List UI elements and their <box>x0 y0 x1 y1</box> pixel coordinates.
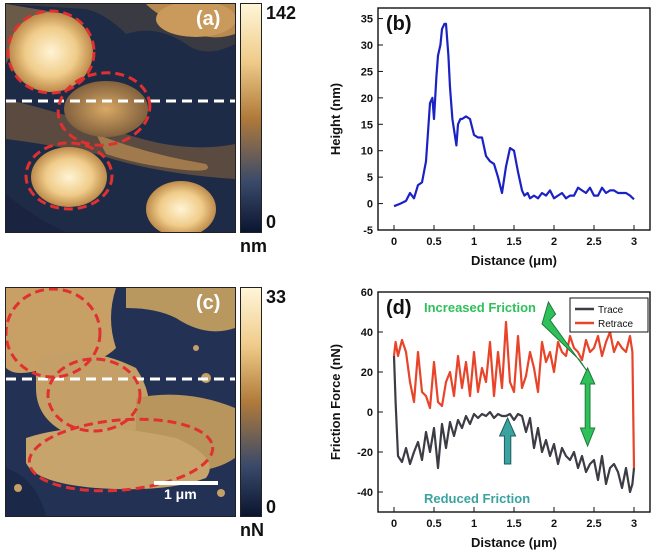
friction-profile-chart: 0 0.5 1 1.5 2 2.5 3 -40 -20 0 20 40 60 Distance (μm) F… <box>328 287 651 550</box>
x-tick-label: 3 <box>631 518 637 530</box>
y-tick-label: 30 <box>361 40 373 52</box>
scale-bar-label: 1 μm <box>164 486 197 502</box>
height-profile-chart: 0 0.5 1 1.5 2 2.5 3 -5 0 5 10 15 20 25 30 35 Distance (μ… <box>328 7 651 268</box>
afm-friction-image: (c) 1 μm <box>5 287 236 517</box>
y-tick-label: 0 <box>367 199 373 211</box>
annotation-increased: Increased Friction <box>424 300 536 315</box>
height-colorbar-min: 0 <box>266 212 277 232</box>
y-tick-label: -40 <box>357 487 373 499</box>
y-axis-label: Height (nm) <box>328 83 343 155</box>
y-tick-label: 40 <box>361 327 373 339</box>
y-tick-label: 25 <box>361 66 373 78</box>
friction-colorbar-unit: nN <box>240 520 264 540</box>
afm-height-image: (a) <box>5 3 236 233</box>
y-axis-label: Friction Force (nN) <box>328 344 343 460</box>
arrow-reduced <box>498 416 517 465</box>
y-tick-label: 5 <box>367 172 373 184</box>
x-tick-label: 2 <box>551 236 557 248</box>
x-tick-label: 1 <box>471 518 477 530</box>
y-tick-label: 10 <box>361 146 373 158</box>
series-line-0 <box>393 22 635 208</box>
y-tick-label: -5 <box>363 225 373 237</box>
series-line-trace <box>392 355 636 494</box>
friction-colorbar-min: 0 <box>266 497 277 517</box>
y-tick-label: -20 <box>357 447 373 459</box>
panel-label: (d) <box>386 297 412 319</box>
legend-box <box>569 297 649 333</box>
panel-c-label: (c) <box>196 292 221 314</box>
x-tick-label: 2.5 <box>586 518 601 530</box>
height-colorbar-max: 142 <box>266 3 297 23</box>
height-colorbar <box>240 3 262 233</box>
plot-frame <box>377 7 651 231</box>
x-tick-label: 0.5 <box>426 236 441 248</box>
y-tick-label: 20 <box>361 93 373 105</box>
x-tick-label: 3 <box>631 236 637 248</box>
y-tick-label: 60 <box>361 287 373 299</box>
x-tick-label: 2 <box>551 518 557 530</box>
panel-a-label: (a) <box>196 8 221 30</box>
panel-label: (b) <box>386 13 412 35</box>
x-tick-label: 1.5 <box>506 518 521 530</box>
y-tick-label: 15 <box>361 119 373 131</box>
x-tick-label: 0 <box>391 518 397 530</box>
y-tick-label: 0 <box>367 407 373 419</box>
x-tick-label: 1.5 <box>506 236 521 248</box>
x-axis-label: Distance (μm) <box>471 535 557 550</box>
x-tick-label: 0.5 <box>426 518 441 530</box>
series-line-retrace <box>392 320 636 469</box>
x-axis-label: Distance (μm) <box>471 253 557 268</box>
x-tick-label: 1 <box>471 236 477 248</box>
x-tick-label: 2.5 <box>586 236 601 248</box>
height-colorbar-unit: nm <box>240 236 267 256</box>
friction-colorbar <box>240 287 262 517</box>
x-tick-label: 0 <box>391 236 397 248</box>
y-tick-label: 35 <box>361 14 373 26</box>
friction-colorbar-max: 33 <box>266 287 287 307</box>
arrow-difference <box>579 366 596 448</box>
y-tick-label: 20 <box>361 367 373 379</box>
annotation-reduced: Reduced Friction <box>424 491 530 506</box>
legend-label-retrace: Retrace <box>598 319 633 330</box>
legend-label-trace: Trace <box>598 305 624 316</box>
